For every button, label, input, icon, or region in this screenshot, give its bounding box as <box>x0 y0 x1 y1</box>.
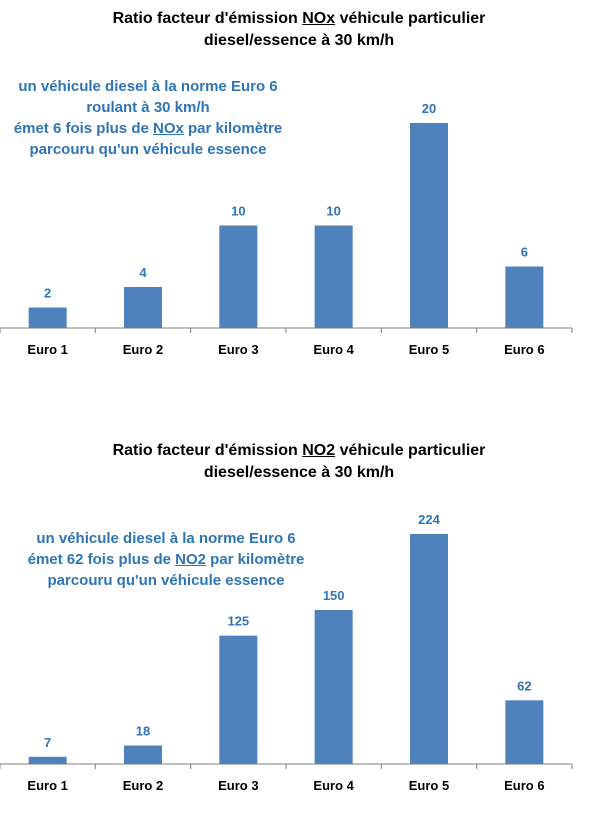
annotation-line: émet 6 fois plus de NOx par kilomètre <box>0 118 296 139</box>
annotation-pollutant: NO2 <box>175 551 206 568</box>
bar-euro-4 <box>314 609 353 764</box>
annotation-line: émet 62 fois plus de NO2 par kilomètre <box>0 549 332 570</box>
chart-annotation: un véhicule diesel à la norme Euro 6 rou… <box>0 76 296 160</box>
bar-euro-1 <box>28 307 67 328</box>
bar-euro-2 <box>124 287 162 328</box>
annotation-text: émet 62 fois plus de <box>27 551 176 568</box>
x-tick-label: Euro 1 <box>27 778 67 793</box>
title-text: véhicule particulier <box>335 442 486 459</box>
chart-title-line1: Ratio facteur d'émission NOx véhicule pa… <box>0 8 598 30</box>
x-tick-label: Euro 3 <box>218 342 258 357</box>
data-label: 4 <box>139 265 147 280</box>
x-tick-label: Euro 5 <box>409 778 449 793</box>
title-text: Ratio facteur d'émission <box>112 10 303 27</box>
data-label: 6 <box>521 245 528 260</box>
annotation-line: un véhicule diesel à la norme Euro 6 <box>18 78 278 95</box>
data-label: 224 <box>418 512 440 527</box>
annotation-text: émet 6 fois plus de <box>13 120 153 137</box>
title-pollutant: NO2 <box>302 442 336 459</box>
x-tick-label: Euro 2 <box>123 778 163 793</box>
x-tick-label: Euro 2 <box>123 342 163 357</box>
bar-euro-5 <box>410 534 448 764</box>
annotation-text: par kilomètre <box>183 120 283 137</box>
chart-title: Ratio facteur d'émission NO2 véhicule pa… <box>0 440 598 484</box>
bar-euro-6 <box>505 266 544 328</box>
chart-title-line1: Ratio facteur d'émission NO2 véhicule pa… <box>0 440 598 462</box>
bar-euro-1 <box>28 756 67 764</box>
annotation-line: roulant à 30 km/h <box>86 99 210 116</box>
data-label: 7 <box>44 735 51 750</box>
title-text: Ratio facteur d'émission <box>112 442 303 459</box>
nox-bar-plot: 2 Euro 1 4 Euro 2 10 Euro 3 10 Euro 4 20 Euro 5 6 E… <box>0 101 573 357</box>
chart-title-line2: diesel/essence à 30 km/h <box>203 464 395 481</box>
data-label: 20 <box>422 101 436 116</box>
annotation-line: parcouru qu'un véhicule essence <box>47 572 285 589</box>
annotation-line: un véhicule diesel à la norme Euro 6 <box>36 530 296 547</box>
x-tick-label: Euro 6 <box>504 342 544 357</box>
bar-euro-3 <box>219 225 258 328</box>
nox-ratio-chart: Ratio facteur d'émission NOx véhicule pa… <box>0 0 598 380</box>
bar-euro-4 <box>314 225 353 328</box>
bar-euro-6 <box>505 700 544 764</box>
bar-euro-5 <box>410 123 448 328</box>
x-tick-label: Euro 5 <box>409 342 449 357</box>
no2-ratio-chart: Ratio facteur d'émission NO2 véhicule pa… <box>0 430 598 823</box>
title-pollutant: NOx <box>302 10 336 27</box>
annotation-pollutant: NOx <box>153 120 184 137</box>
data-label: 125 <box>227 614 249 629</box>
x-tick-label: Euro 4 <box>313 778 354 793</box>
data-label: 62 <box>517 678 531 693</box>
bar-euro-2 <box>124 745 162 764</box>
annotation-line: parcouru qu'un véhicule essence <box>29 141 267 158</box>
x-tick-label: Euro 6 <box>504 778 544 793</box>
data-label: 150 <box>323 588 345 603</box>
x-tick-label: Euro 1 <box>27 342 67 357</box>
data-label: 2 <box>44 286 51 301</box>
data-label: 18 <box>136 724 150 739</box>
title-text: véhicule particulier <box>335 10 486 27</box>
no2-bar-plot: 7 Euro 1 18 Euro 2 125 Euro 3 150 Euro 4 224 Euro… <box>0 512 573 793</box>
data-label: 10 <box>231 204 245 219</box>
x-tick-label: Euro 3 <box>218 778 258 793</box>
chart-annotation: un véhicule diesel à la norme Euro 6 éme… <box>0 528 332 591</box>
data-label: 10 <box>326 204 340 219</box>
chart-title: Ratio facteur d'émission NOx véhicule pa… <box>0 8 598 52</box>
bar-euro-3 <box>219 635 258 764</box>
chart-title-line2: diesel/essence à 30 km/h <box>203 32 395 49</box>
annotation-text: par kilomètre <box>206 551 305 568</box>
x-tick-label: Euro 4 <box>313 342 354 357</box>
